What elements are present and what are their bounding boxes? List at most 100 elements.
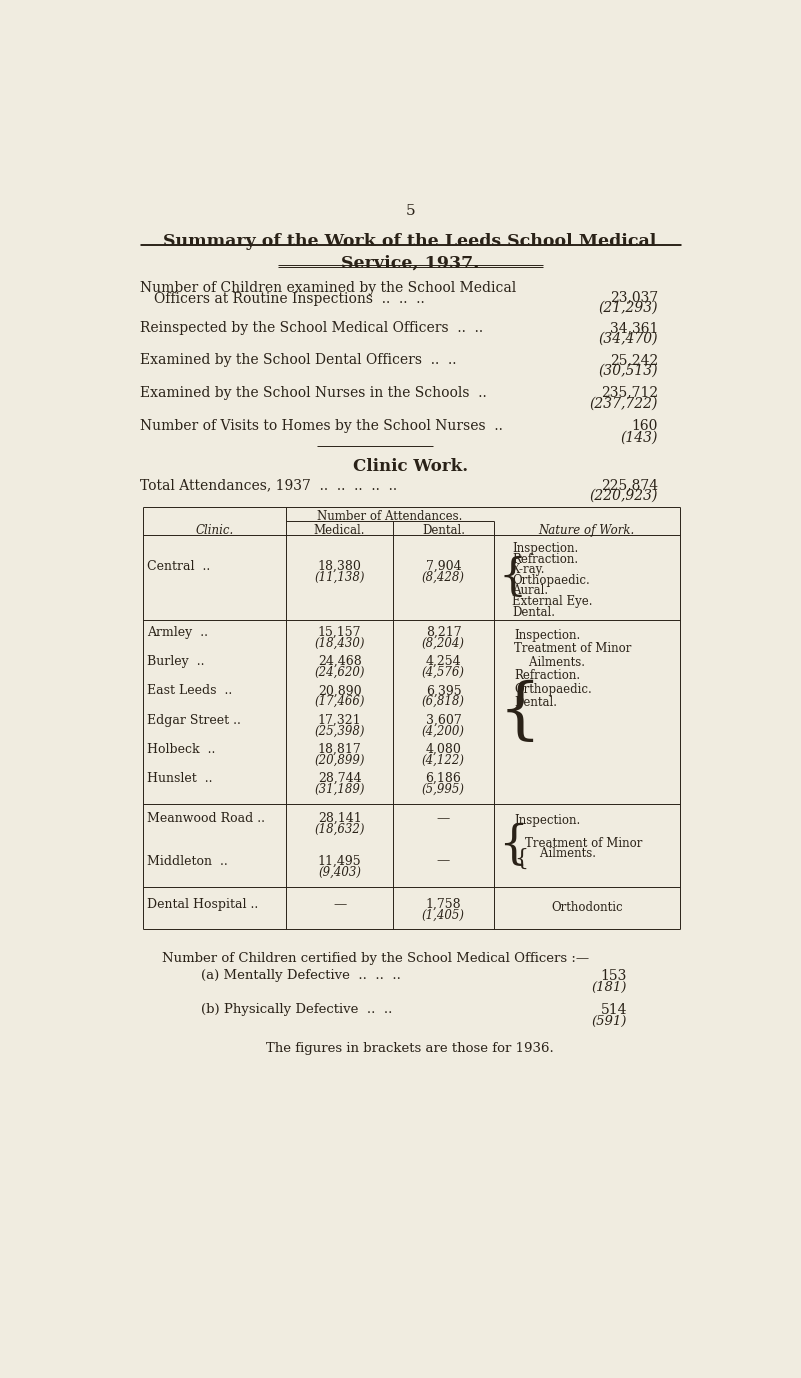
Text: (18,632): (18,632) [314, 823, 364, 836]
Text: Inspection.: Inspection. [514, 813, 580, 827]
Text: Total Attendances, 1937  ..  ..  ..  ..  ..: Total Attendances, 1937 .. .. .. .. .. [140, 478, 397, 492]
Text: (20,899): (20,899) [314, 754, 364, 766]
Text: Service, 1937.: Service, 1937. [341, 255, 479, 271]
Text: (11,138): (11,138) [314, 570, 364, 583]
Text: {: { [514, 847, 528, 870]
Text: 28,141: 28,141 [318, 812, 361, 825]
Text: Edgar Street ..: Edgar Street .. [147, 714, 240, 726]
Text: (4,576): (4,576) [422, 666, 465, 679]
Text: (b) Physically Defective  ..  ..: (b) Physically Defective .. .. [201, 1003, 392, 1016]
Text: 7,904: 7,904 [425, 559, 461, 573]
Text: Orthodontic: Orthodontic [551, 901, 622, 914]
Text: Dental.: Dental. [514, 696, 557, 710]
Text: Armley  ..: Armley .. [147, 626, 207, 639]
Text: (8,204): (8,204) [422, 637, 465, 649]
Text: 18,380: 18,380 [318, 559, 361, 573]
Text: External Eye.: External Eye. [513, 595, 593, 608]
Text: 17,321: 17,321 [318, 714, 361, 726]
Text: Officers at Routine Inspections  ..  ..  ..: Officers at Routine Inspections .. .. .. [155, 292, 425, 306]
Text: —: — [437, 812, 450, 825]
Text: Number of Children examined by the School Medical: Number of Children examined by the Schoo… [140, 281, 517, 295]
Text: 18,817: 18,817 [318, 743, 361, 757]
Text: Orthopaedic.: Orthopaedic. [513, 573, 590, 587]
Text: (18,430): (18,430) [314, 637, 364, 649]
Text: Burley  ..: Burley .. [147, 655, 204, 668]
Text: (591): (591) [592, 1014, 627, 1028]
Text: (8,428): (8,428) [422, 570, 465, 583]
Text: Middleton  ..: Middleton .. [147, 854, 227, 868]
Text: Number of Children certified by the School Medical Officers :—: Number of Children certified by the Scho… [162, 952, 590, 966]
Text: 11,495: 11,495 [318, 854, 361, 868]
Text: (220,923): (220,923) [590, 489, 658, 503]
Text: 28,744: 28,744 [318, 772, 361, 785]
Text: Ailments.: Ailments. [525, 847, 596, 860]
Text: Central  ..: Central .. [147, 559, 210, 573]
Text: 5: 5 [405, 204, 415, 218]
Text: Reinspected by the School Medical Officers  ..  ..: Reinspected by the School Medical Office… [140, 321, 484, 335]
Text: (237,722): (237,722) [590, 397, 658, 411]
Text: (31,189): (31,189) [314, 783, 364, 796]
Text: Summary of the Work of the Leeds School Medical: Summary of the Work of the Leeds School … [163, 233, 657, 251]
Text: Treatment of Minor: Treatment of Minor [525, 836, 642, 850]
Text: Inspection.: Inspection. [513, 542, 578, 555]
Text: —: — [333, 897, 346, 911]
Text: Clinic Work.: Clinic Work. [352, 457, 468, 475]
Text: 24,468: 24,468 [318, 655, 361, 668]
Text: 4,080: 4,080 [425, 743, 461, 757]
Text: Inspection.: Inspection. [514, 628, 580, 642]
Text: 514: 514 [601, 1003, 627, 1017]
Text: Hunslet  ..: Hunslet .. [147, 772, 212, 785]
Text: 6,186: 6,186 [425, 772, 461, 785]
Text: (5,995): (5,995) [422, 783, 465, 796]
Text: {: { [498, 679, 541, 744]
Text: Aural.: Aural. [513, 584, 549, 598]
Text: Nature of Work.: Nature of Work. [539, 524, 635, 537]
Text: (17,466): (17,466) [314, 695, 364, 708]
Text: Examined by the School Dental Officers  ..  ..: Examined by the School Dental Officers .… [140, 353, 457, 368]
Text: Holbeck  ..: Holbeck .. [147, 743, 215, 757]
Text: 8,217: 8,217 [425, 626, 461, 639]
Text: 20,890: 20,890 [318, 685, 361, 697]
Text: Examined by the School Nurses in the Schools  ..: Examined by the School Nurses in the Sch… [140, 386, 487, 400]
Text: Refraction.: Refraction. [514, 670, 580, 682]
Text: (4,200): (4,200) [422, 725, 465, 737]
Text: 160: 160 [632, 419, 658, 434]
Text: (143): (143) [621, 430, 658, 444]
Text: (a) Mentally Defective  ..  ..  ..: (a) Mentally Defective .. .. .. [201, 969, 400, 983]
Text: 25,242: 25,242 [610, 353, 658, 368]
Text: (21,293): (21,293) [598, 300, 658, 316]
Text: Dental Hospital ..: Dental Hospital .. [147, 897, 258, 911]
Text: {: { [498, 823, 529, 868]
Text: Clinic.: Clinic. [195, 524, 234, 537]
Text: Ailments.: Ailments. [514, 656, 585, 668]
Text: (9,403): (9,403) [318, 865, 361, 878]
Text: Treatment of Minor: Treatment of Minor [514, 642, 631, 656]
Text: Medical.: Medical. [314, 524, 365, 537]
Text: (1,405): (1,405) [422, 908, 465, 922]
Text: Refraction.: Refraction. [513, 553, 578, 565]
Text: (30,513): (30,513) [598, 364, 658, 378]
Text: Dental.: Dental. [513, 606, 555, 619]
Text: 15,157: 15,157 [318, 626, 361, 639]
Text: Orthopaedic.: Orthopaedic. [514, 683, 592, 696]
Text: —: — [437, 854, 450, 868]
Text: Meanwood Road ..: Meanwood Road .. [147, 812, 264, 825]
Text: (34,470): (34,470) [598, 332, 658, 346]
Text: (4,122): (4,122) [422, 754, 465, 766]
Text: Number of Attendances.: Number of Attendances. [317, 510, 463, 524]
Text: 225,874: 225,874 [601, 478, 658, 492]
Text: {: { [498, 555, 527, 599]
Text: East Leeds  ..: East Leeds .. [147, 685, 231, 697]
Text: (25,398): (25,398) [314, 725, 364, 737]
Text: (6,818): (6,818) [422, 695, 465, 708]
Text: The figures in brackets are those for 1936.: The figures in brackets are those for 19… [266, 1042, 554, 1054]
Text: Number of Visits to Homes by the School Nurses  ..: Number of Visits to Homes by the School … [140, 419, 503, 434]
Text: 1,758: 1,758 [425, 897, 461, 911]
Text: 153: 153 [601, 969, 627, 984]
Text: 34,361: 34,361 [610, 321, 658, 335]
Text: 23,037: 23,037 [610, 291, 658, 305]
Text: 4,254: 4,254 [425, 655, 461, 668]
Text: 3,607: 3,607 [425, 714, 461, 726]
Text: 235,712: 235,712 [601, 386, 658, 400]
Text: 6,395: 6,395 [425, 685, 461, 697]
